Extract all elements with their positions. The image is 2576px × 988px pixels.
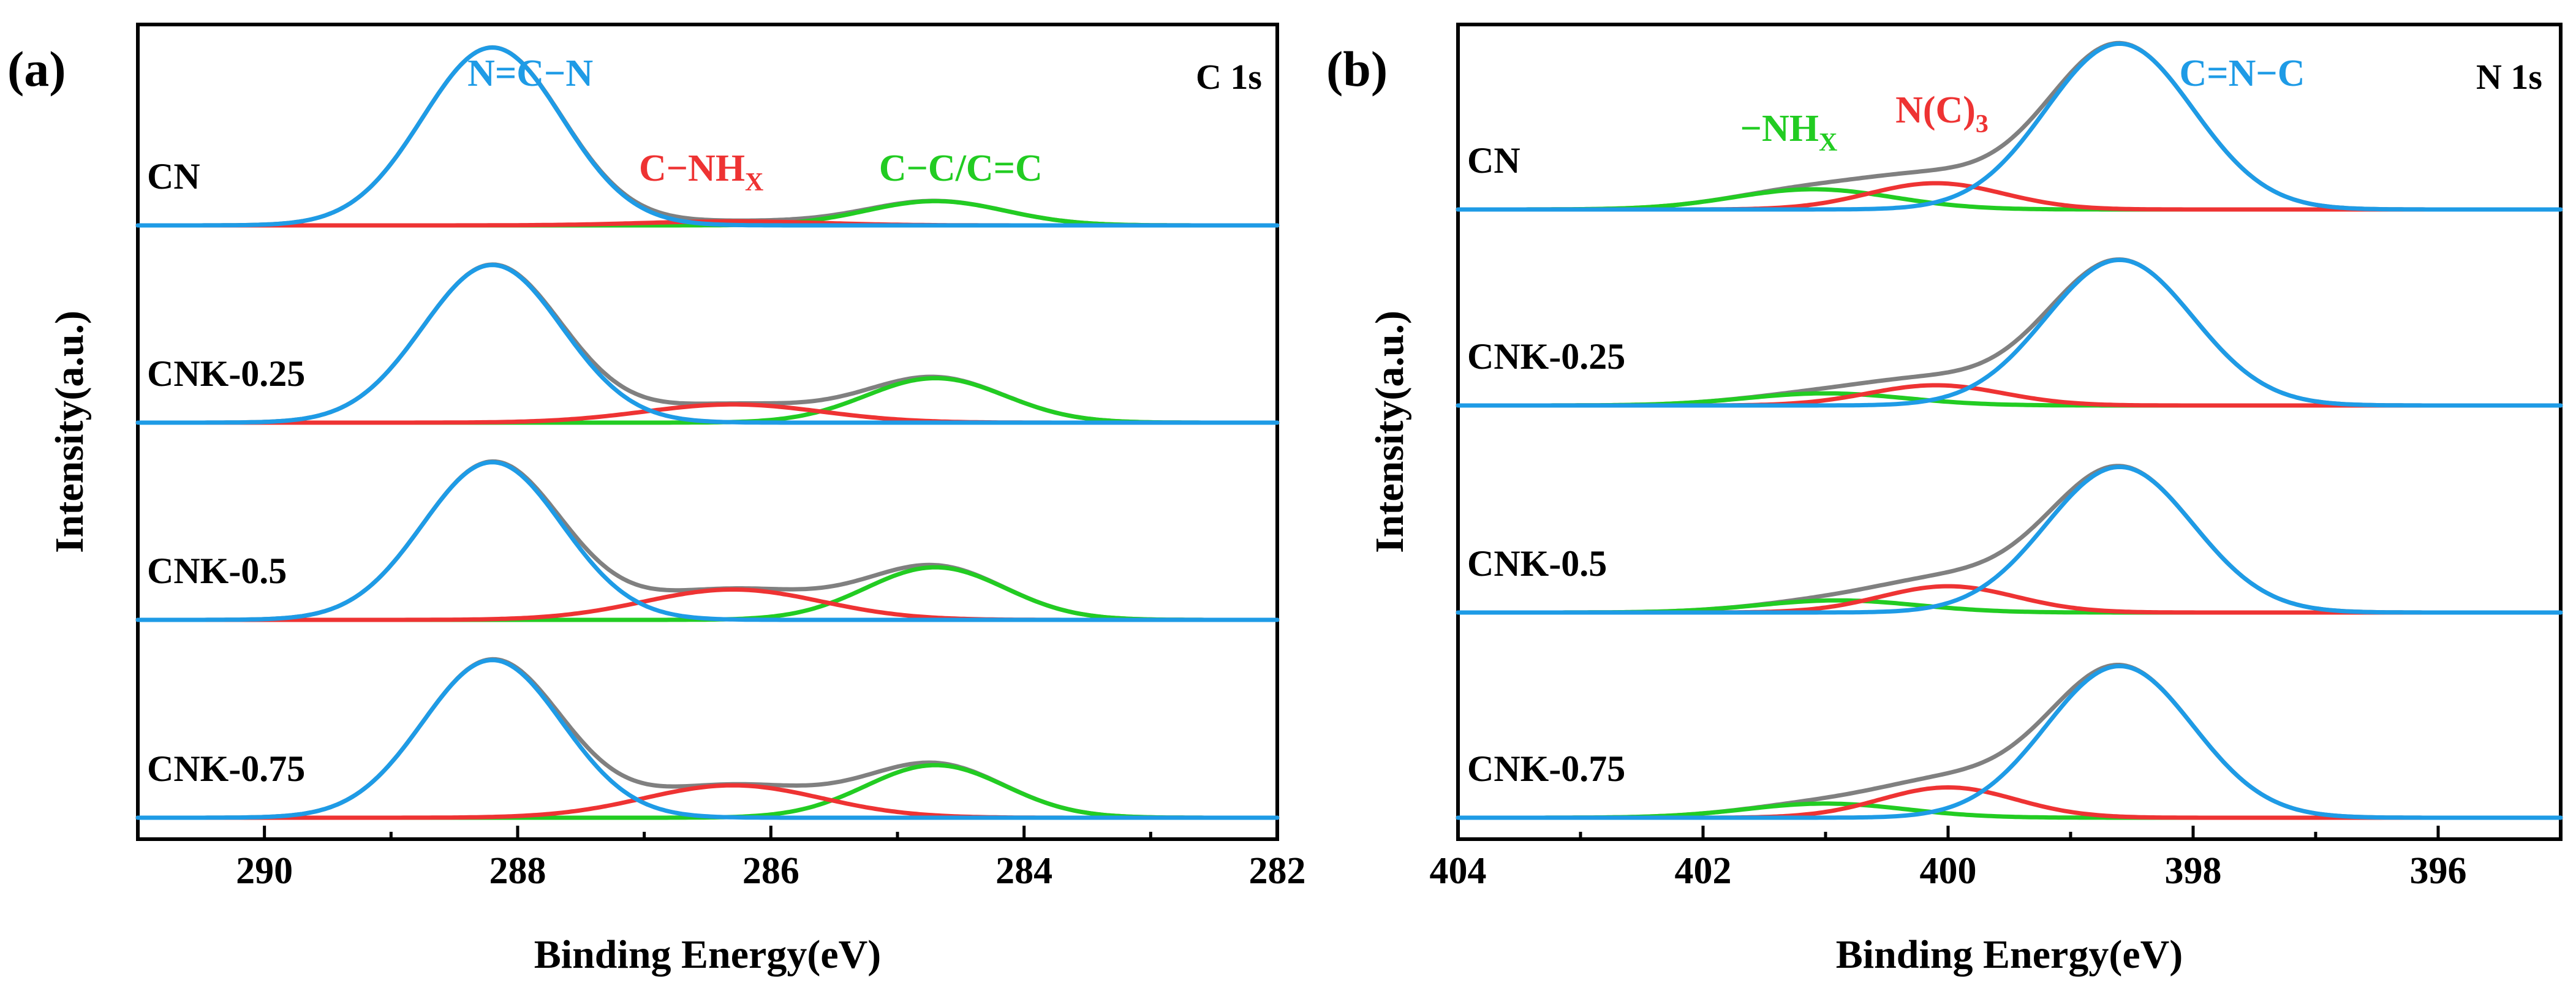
blue-component-peak-cnk-0-25 xyxy=(1456,257,2563,408)
panel-b-plot-frame xyxy=(1456,23,2563,841)
x-tick-label-290: 290 xyxy=(236,850,293,892)
panel-b-y-axis-label: Intensity(a.u.) xyxy=(1367,311,1412,553)
panel-a-sample-labels: CN CNK-0.25 CNK-0.5 CNK-0.75 xyxy=(147,156,305,789)
red-component-peak-cnk-0-25 xyxy=(1456,383,2563,408)
spectrum-cnk-0-75 xyxy=(135,657,1280,820)
panel-a-x-axis-ticks: 290 288 286 284 282 xyxy=(136,826,1306,892)
envelope-curve-cnk-0-5 xyxy=(135,459,1280,622)
envelope-curve-cnk-0-25 xyxy=(1456,257,2563,408)
sample-label-cnk-0-5: CNK-0.5 xyxy=(147,551,287,591)
blue-component-peak-cnk-0-25 xyxy=(135,263,1280,425)
spectrum-cnk-0-5 xyxy=(1456,464,2563,615)
x-tick-label-282: 282 xyxy=(1249,850,1306,892)
x-tick-label-400: 400 xyxy=(1920,850,1977,892)
sample-label-cn: CN xyxy=(147,156,200,197)
sample-label-cnk-0-75: CNK-0.75 xyxy=(147,749,305,789)
panel-a-x-axis-label: Binding Energy(eV) xyxy=(534,932,882,977)
component-label-red: N(C)3 xyxy=(1895,89,1989,138)
component-label-red: C−NHX xyxy=(639,148,763,197)
sample-label-cnk-0-75: CNK-0.75 xyxy=(1467,749,1625,789)
panel-b-letter: (b) xyxy=(1326,41,1388,97)
x-tick-label-398: 398 xyxy=(2165,850,2222,892)
panel-b-sample-labels: CN CNK-0.25 CNK-0.5 CNK-0.75 xyxy=(1467,140,1625,789)
panel-a-core-level: C 1s xyxy=(1196,57,1262,97)
envelope-curve-cnk-0-75 xyxy=(1456,663,2563,820)
blue-component-peak-cn xyxy=(1456,41,2563,212)
blue-component-peak-cnk-0-5 xyxy=(1456,464,2563,615)
envelope-curve-cnk-0-75 xyxy=(135,657,1280,820)
blue-component-peak-cnk-0-75 xyxy=(1456,664,2563,820)
red-component-peak-cnk-0-5 xyxy=(1456,584,2563,615)
green-component-peak-cn xyxy=(1456,187,2563,212)
x-tick-label-402: 402 xyxy=(1675,850,1732,892)
envelope-curve-cn xyxy=(1456,40,2563,212)
envelope-curve-cnk-0-5 xyxy=(1456,464,2563,615)
spectrum-cn xyxy=(135,45,1280,228)
blue-component-peak-cnk-0-75 xyxy=(135,658,1280,820)
x-tick-label-404: 404 xyxy=(1430,850,1487,892)
x-tick-label-396: 396 xyxy=(2410,850,2467,892)
component-label-green: C−C/C=C xyxy=(879,148,1043,189)
panel-a-spectra xyxy=(135,45,1280,820)
x-tick-label-286: 286 xyxy=(742,850,799,892)
green-component-peak-cnk-0-5 xyxy=(135,565,1280,622)
panel-b-core-level: N 1s xyxy=(2476,57,2542,97)
blue-component-peak-cn xyxy=(135,45,1280,228)
sample-label-cnk-0-25: CNK-0.25 xyxy=(1467,336,1625,377)
component-label-blue: C=N−C xyxy=(2180,53,2305,94)
panel-b-spectra xyxy=(1456,40,2563,820)
red-component-peak-cn xyxy=(1456,181,2563,212)
sample-label-cn: CN xyxy=(1467,140,1520,181)
spectrum-cnk-0-5 xyxy=(135,459,1280,622)
panel-b-n1s: (b) N 1s CN CNK-0.25 CNK-0.5 CNK-0.75 C=N−C… xyxy=(1326,23,2563,977)
envelope-curve-cnk-0-25 xyxy=(135,262,1280,425)
spectrum-cnk-0-25 xyxy=(1456,257,2563,408)
panel-b-x-axis-label: Binding Energy(eV) xyxy=(1836,932,2183,977)
panel-a-y-axis-label: Intensity(a.u.) xyxy=(47,311,92,553)
x-tick-label-288: 288 xyxy=(489,850,546,892)
panel-a-component-labels: N=C−N C−NHX C−C/C=C xyxy=(467,53,1043,197)
panel-a-letter: (a) xyxy=(7,41,66,97)
spectrum-cn xyxy=(1456,40,2563,212)
spectrum-cnk-0-25 xyxy=(135,262,1280,425)
sample-label-cnk-0-25: CNK-0.25 xyxy=(147,353,305,394)
blue-component-peak-cnk-0-5 xyxy=(135,460,1280,622)
panel-b-x-axis-ticks: 404 402 400 398 396 xyxy=(1430,826,2563,892)
spectrum-cnk-0-75 xyxy=(1456,663,2563,820)
x-tick-label-284: 284 xyxy=(995,850,1052,892)
component-label-green: −NHX xyxy=(1740,108,1838,157)
panel-a-plot-frame xyxy=(136,23,1279,841)
sample-label-cnk-0-5: CNK-0.5 xyxy=(1467,543,1607,584)
green-component-peak-cnk-0-75 xyxy=(135,763,1280,820)
panel-a-c1s: (a) C 1s CN CNK-0.25 CNK-0.5 CNK-0.75 N=C−N… xyxy=(7,23,1306,977)
red-component-peak-cnk-0-75 xyxy=(1456,785,2563,820)
envelope-curve-cn xyxy=(135,45,1280,228)
component-label-blue: N=C−N xyxy=(467,53,593,94)
